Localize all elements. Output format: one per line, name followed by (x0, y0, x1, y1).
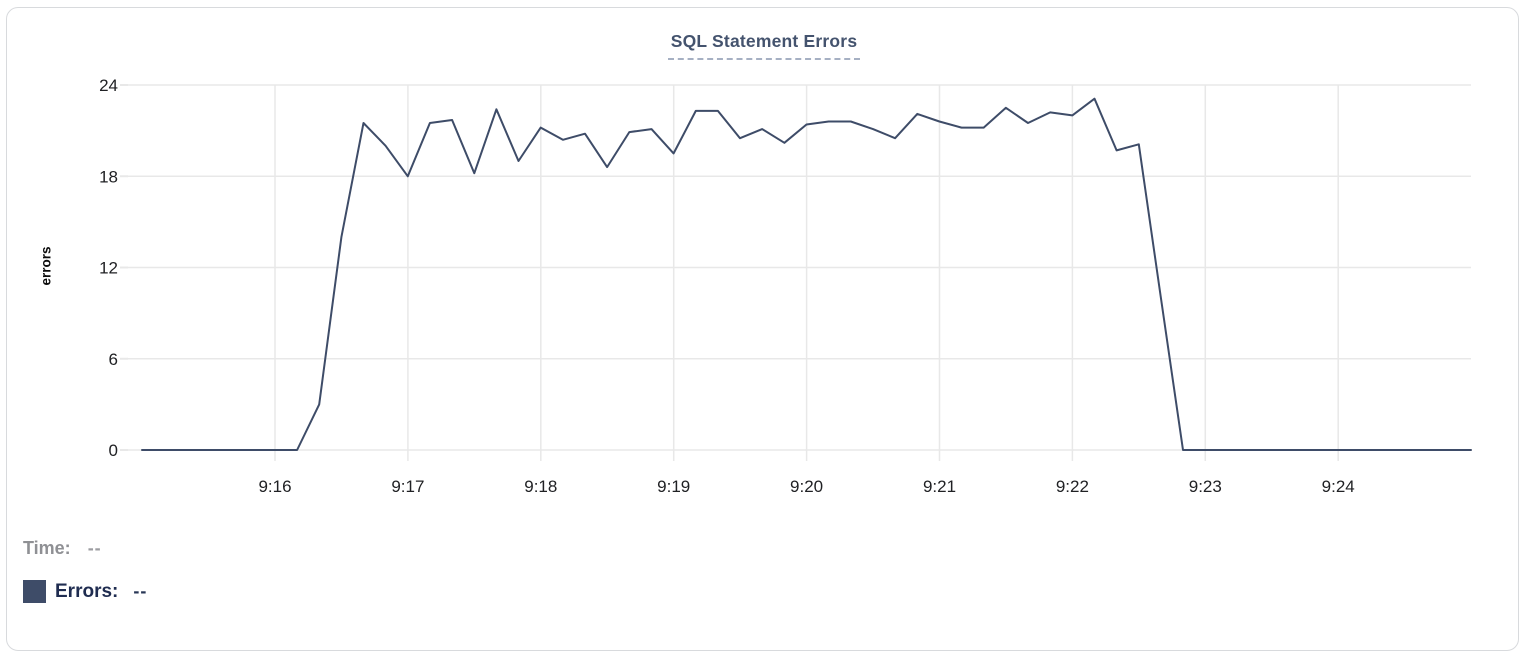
x-tick-label: 9:24 (1322, 477, 1355, 496)
x-tick-label: 9:19 (657, 477, 690, 496)
legend-errors-row[interactable]: Errors: -- (23, 580, 147, 603)
y-tick-label: 0 (109, 441, 118, 460)
tooltip-errors-value: -- (133, 581, 148, 601)
errors-line-series (141, 97, 1472, 451)
chart-legend: Time: -- Errors: -- (23, 538, 147, 603)
chart-title[interactable]: SQL Statement Errors (667, 31, 861, 60)
tooltip-time-value: -- (87, 538, 102, 558)
x-tick-label: 9:16 (258, 477, 291, 496)
y-tick-label: 18 (99, 167, 118, 186)
x-tick-label: 9:17 (391, 477, 424, 496)
chart-header: SQL Statement Errors (0, 31, 1528, 60)
y-tick-label: 12 (99, 259, 118, 278)
errors-series-swatch (23, 580, 46, 603)
x-tick-label: 9:22 (1056, 477, 1089, 496)
tooltip-time-row: Time: -- (23, 538, 147, 559)
x-tick-label: 9:21 (923, 477, 956, 496)
chart-card (6, 7, 1519, 651)
x-tick-label: 9:18 (524, 477, 557, 496)
tooltip-time-label: Time: (23, 538, 71, 558)
y-tick-label: 6 (109, 350, 118, 369)
legend-errors-label: Errors: (55, 580, 119, 602)
x-tick-label: 9:23 (1189, 477, 1222, 496)
x-tick-label: 9:20 (790, 477, 823, 496)
y-tick-label: 24 (99, 76, 118, 95)
